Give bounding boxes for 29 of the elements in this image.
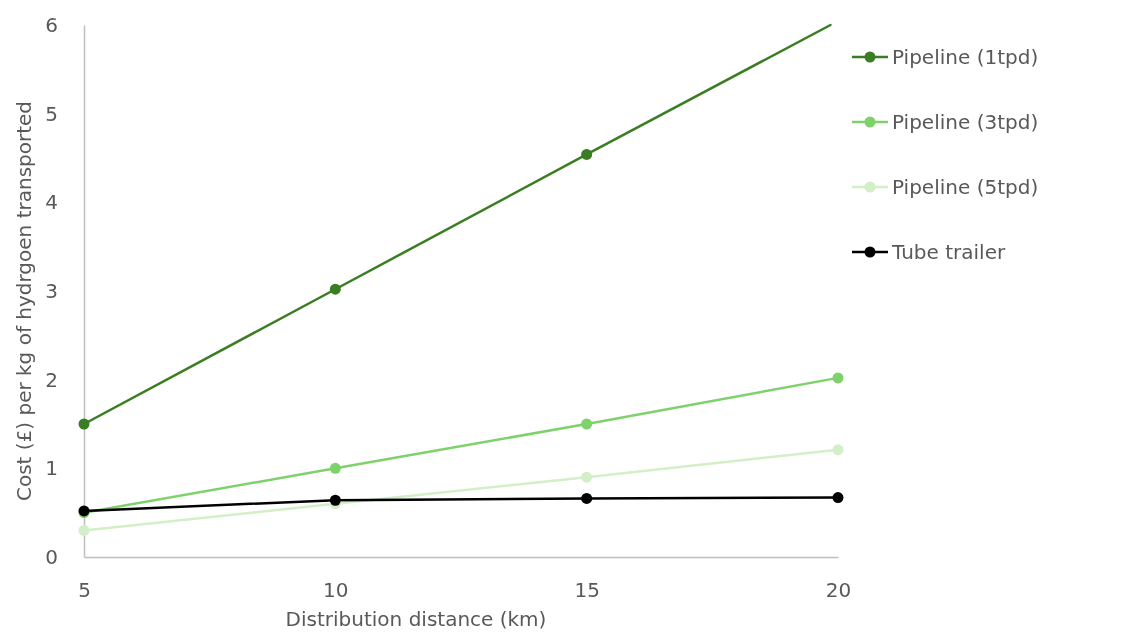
x-tick-label: 10: [323, 578, 349, 603]
y-tick-label: 0: [45, 544, 58, 569]
legend-label: Tube trailer: [891, 240, 1006, 264]
y-tick-label: 2: [45, 367, 58, 392]
x-tick-label: 15: [574, 578, 600, 603]
x-tick-label: 20: [825, 578, 852, 603]
point: [581, 418, 593, 430]
y-tick-label: 6: [45, 12, 58, 37]
point: [832, 492, 844, 504]
y-tick-label: 5: [45, 101, 58, 126]
legend-label: Pipeline (1tpd): [892, 45, 1039, 69]
legend-label: Pipeline (3tpd): [892, 110, 1039, 134]
point: [581, 471, 593, 483]
y-tick-label: 3: [45, 278, 58, 303]
point: [832, 372, 844, 384]
point: [329, 462, 341, 474]
x-tick-label: 5: [78, 578, 91, 603]
y-tick-label: 4: [45, 190, 58, 215]
legend-label: Pipeline (5tpd): [892, 175, 1039, 199]
point: [581, 148, 593, 160]
y-axis-title: Cost (£) per kg of hydrgoen transported: [12, 100, 36, 502]
point: [329, 283, 341, 295]
point: [832, 444, 844, 456]
point: [329, 494, 341, 506]
x-axis-title: Distribution distance (km): [285, 607, 547, 631]
point: [78, 524, 90, 536]
y-tick-label: 1: [45, 456, 58, 481]
point: [581, 492, 593, 504]
point: [78, 418, 90, 430]
